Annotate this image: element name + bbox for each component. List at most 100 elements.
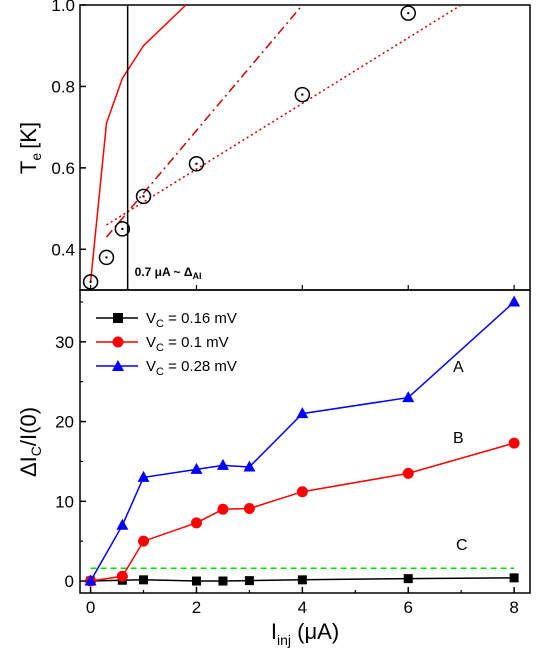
curve-label-c: C [456, 537, 468, 554]
bottom-plot-frame [79, 289, 531, 594]
top-y-tick-label: 1.0 [51, 0, 75, 15]
legend-red-prefix: V [146, 334, 156, 351]
top-y-tick-label: 0.4 [51, 240, 75, 259]
measured-point-ring [135, 188, 152, 205]
series-line-circle [90, 442, 515, 582]
curve-label-b: B [453, 430, 464, 447]
data-point-triangle [508, 295, 521, 307]
data-point-triangle [243, 460, 256, 472]
data-point-square [509, 573, 519, 583]
top-y-tick-label: 0.8 [51, 77, 75, 96]
data-point-triangle [216, 458, 229, 470]
legend-entry-red: VC = 0.1 mV [96, 334, 229, 354]
legend-marker-square [113, 313, 123, 323]
data-point-square [297, 575, 307, 585]
data-point-square [403, 574, 413, 584]
bottom-y-tick-label: 10 [55, 492, 74, 511]
data-point-circle [190, 517, 202, 529]
x-axis-label: Iinj (μA) [271, 619, 339, 648]
bottom-y-axis-label-main: ΔI [16, 456, 41, 477]
measured-point-dot [142, 195, 145, 198]
data-point-square [139, 575, 149, 585]
top-plot-frame [79, 4, 531, 291]
data-point-square [218, 576, 228, 586]
threshold-annotation-sub: Al [193, 271, 202, 281]
x-tick-label: 4 [298, 598, 307, 617]
legend-black-sub: C [156, 318, 164, 330]
measured-point-ring [98, 249, 115, 266]
bottom-y-tick-label: 20 [55, 413, 74, 432]
legend-entry-blue: VC = 0.28 mV [96, 358, 237, 378]
bottom-y-tick-label: 30 [55, 333, 74, 352]
top-series-layer [82, 5, 462, 290]
measured-point-dot [121, 227, 124, 231]
data-point-square [244, 576, 254, 586]
data-point-triangle [116, 518, 129, 530]
data-point-triangle [84, 574, 97, 586]
bottom-y-axis-label: ΔIC/I(0) [16, 407, 44, 477]
x-axis-label-main: I [271, 619, 277, 644]
threshold-annotation-prefix: 0.7 [135, 265, 155, 279]
measured-point-dot [105, 256, 108, 259]
data-point-circle [508, 437, 520, 449]
bottom-series-layer [84, 295, 521, 587]
bottom-y-axis-label-sub: C [28, 446, 44, 456]
measured-point-dot [407, 11, 410, 15]
legend-label-black: VC = 0.16 mV [146, 310, 237, 330]
x-tick-label: 8 [509, 598, 518, 617]
data-point-circle [402, 467, 414, 479]
bottom-y-axis-label-rest: /I(0) [16, 407, 41, 446]
legend-black-prefix: V [146, 310, 156, 327]
measured-point-ring [400, 5, 416, 21]
measured-point-ring [114, 221, 131, 237]
bottom-tick-layer: 0 10 20 30 0 2 4 6 8 [55, 301, 519, 617]
top-panel: 0.4 0.6 0.8 1.0 0.7 μA ~ ΔAl Te [K] [16, 0, 531, 291]
x-axis-label-open: ( [291, 619, 305, 644]
top-y-axis-label-unit: [K] [16, 122, 41, 149]
legend-label-blue: VC = 0.28 mV [146, 358, 237, 378]
data-point-circle [217, 503, 229, 515]
measured-point-dot [301, 93, 304, 96]
curve-label-a: A [453, 359, 464, 376]
threshold-annotation: 0.7 μA ~ ΔAl [135, 265, 202, 281]
top-y-axis-label: Te [K] [16, 122, 44, 174]
bottom-y-tick-label: 0 [65, 572, 74, 591]
data-point-triangle [190, 462, 203, 474]
legend: VC = 0.16 mV VC = 0.1 mV VC = 0.28 mV [96, 310, 237, 378]
measured-point-dot [195, 162, 198, 165]
data-point-circle [116, 570, 128, 582]
legend-blue-value: = 0.28 mV [164, 358, 237, 375]
top-series-dashdot-line [105, 5, 303, 238]
data-point-square [191, 576, 201, 586]
measured-point-dot [89, 280, 92, 284]
legend-blue-sub: C [156, 366, 164, 378]
top-y-axis-label-sub: e [28, 153, 44, 161]
legend-marker-triangle [112, 360, 124, 371]
top-y-axis-label-main: T [16, 161, 41, 174]
legend-red-value: = 0.1 mV [164, 334, 229, 351]
threshold-annotation-mid: A ~ Δ [162, 265, 193, 279]
x-axis-label-close: A) [317, 619, 339, 644]
top-series-dotted-line [106, 5, 462, 226]
x-tick-label: 0 [86, 598, 95, 617]
x-tick-label: 6 [404, 598, 413, 617]
top-y-tick-label: 0.6 [51, 159, 75, 178]
measured-point-ring [294, 86, 311, 103]
data-point-circle [296, 486, 308, 498]
legend-red-sub: C [156, 342, 164, 354]
legend-label-red: VC = 0.1 mV [146, 334, 229, 354]
measured-point-ring [188, 156, 205, 172]
x-axis-label-mu: μ [304, 619, 317, 644]
top-series-solid-line [89, 5, 187, 282]
threshold-annotation-mu: μ [155, 265, 162, 279]
top-tick-layer: 0.4 0.6 0.8 1.0 [51, 0, 515, 290]
data-point-triangle [137, 470, 150, 482]
data-point-triangle [296, 407, 309, 419]
x-tick-label: 2 [192, 598, 201, 617]
legend-black-value: = 0.16 mV [164, 310, 237, 327]
data-point-triangle [402, 391, 415, 403]
legend-entry-black: VC = 0.16 mV [96, 310, 237, 330]
data-point-circle [138, 535, 150, 547]
